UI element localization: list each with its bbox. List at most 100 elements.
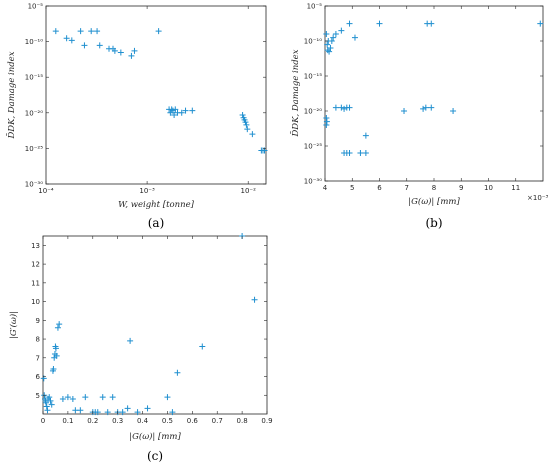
data-point <box>96 42 103 49</box>
data-point <box>326 48 333 55</box>
data-point <box>59 396 66 403</box>
y-tick-label: 10⁻²⁵ <box>25 145 43 153</box>
data-point <box>88 28 95 35</box>
data-points <box>52 28 268 154</box>
y-tick-label: 12 <box>31 261 40 269</box>
y-tick-labels: 10⁻⁵ 10⁻¹⁰ 10⁻¹⁵ 10⁻²⁰ 10⁻²⁵ 10⁻³⁰ <box>304 3 543 186</box>
y-tick-label: 6 <box>36 373 41 381</box>
x-tick-label: 4 <box>323 184 328 192</box>
y-tick-label: 10⁻²⁰ <box>304 108 322 116</box>
x-tick-label: 0.6 <box>187 417 199 425</box>
data-point <box>48 401 55 408</box>
data-point <box>124 405 131 412</box>
data-point <box>47 397 54 404</box>
y-tick-label: 8 <box>36 336 40 344</box>
data-point <box>332 104 339 111</box>
data-point <box>52 28 59 35</box>
data-point <box>189 107 196 114</box>
data-point <box>43 403 50 410</box>
data-point <box>131 47 138 54</box>
x-tick-label: 0.2 <box>87 417 98 425</box>
data-point <box>338 104 345 111</box>
y-tick-label: 9 <box>36 317 40 325</box>
x-tick-label: 0 <box>41 417 45 425</box>
x-tick-label: 9 <box>459 184 463 192</box>
plot-frame <box>42 235 268 415</box>
data-point <box>94 409 101 416</box>
data-point <box>155 28 162 35</box>
y-tick-label: 13 <box>31 242 40 250</box>
y-tick-labels: 10⁻⁵ 10⁻¹⁰ 10⁻¹⁵ 10⁻²⁰ 10⁻²⁵ 10⁻³⁰ <box>25 3 266 189</box>
x-tick-label: 0.7 <box>212 417 223 425</box>
panel-caption: (c) <box>147 449 163 463</box>
data-point <box>199 343 206 350</box>
data-point <box>178 109 185 116</box>
data-point <box>81 42 88 49</box>
x-axis-label: |G(ω)| [mm] <box>408 196 460 207</box>
x-axis-label: |G(ω)| [mm] <box>129 431 181 442</box>
chart-panel-b: 4 5 6 7 8 9 10 11 10⁻⁵ 10⁻¹⁰ 10⁻¹⁵ 10⁻²⁰ 10⁻²⁵ 10⁻³⁰… <box>289 3 548 231</box>
data-point <box>323 31 330 37</box>
data-point <box>169 409 176 416</box>
data-points <box>40 233 258 416</box>
data-point <box>362 132 369 139</box>
data-point <box>401 108 408 114</box>
data-point <box>422 104 429 111</box>
x-axis-multiplier: ×10⁻³ <box>527 194 548 202</box>
data-point <box>164 394 171 401</box>
data-point <box>450 108 457 114</box>
x-tick-label: 10⁻³ <box>139 187 155 195</box>
data-point <box>42 399 49 406</box>
x-tick-label: 5 <box>350 184 354 192</box>
y-tick-label: 5 <box>36 392 40 400</box>
x-axis-label: W, weight [tonne] <box>118 200 195 210</box>
data-points <box>323 20 544 156</box>
data-point <box>324 41 331 48</box>
data-point <box>94 28 101 35</box>
data-point <box>63 35 70 42</box>
chart-panel-c: 0 0.1 0.2 0.3 0.4 0.5 0.6 0.7 0.8 0.9 5 6 7 8 9 10 11 12… <box>8 233 273 463</box>
data-point <box>56 321 63 328</box>
data-point <box>44 407 51 414</box>
data-point <box>50 366 57 373</box>
x-tick-label: 6 <box>377 184 382 192</box>
data-point <box>351 34 358 41</box>
data-point <box>174 369 181 376</box>
y-tick-label: 10⁻¹⁰ <box>304 38 322 46</box>
y-tick-label: 7 <box>36 354 40 362</box>
data-point <box>327 45 334 51</box>
y-tick-label: 10⁻²⁰ <box>25 109 43 117</box>
data-point <box>182 107 189 114</box>
panel-caption: (b) <box>425 216 442 230</box>
data-point <box>244 126 251 133</box>
x-tick-labels: 0 0.1 0.2 0.3 0.4 0.5 0.6 0.7 0.8 0.9 <box>41 236 273 425</box>
data-point <box>420 105 427 112</box>
y-tick-label: 10⁻¹⁵ <box>25 74 43 82</box>
data-point <box>341 105 348 112</box>
y-tick-label: 11 <box>31 279 40 287</box>
data-point <box>111 47 118 54</box>
data-point <box>338 27 345 34</box>
x-tick-label: 11 <box>511 184 520 192</box>
data-point <box>99 394 106 401</box>
data-point <box>134 409 141 416</box>
data-point <box>428 104 435 111</box>
y-tick-label: 10⁻¹⁰ <box>25 38 43 46</box>
data-point <box>330 34 337 41</box>
data-point <box>64 394 71 401</box>
x-tick-label: 7 <box>405 184 409 192</box>
data-point <box>77 407 84 414</box>
x-tick-labels: 10⁻⁴ 10⁻³ 10⁻² <box>38 6 256 195</box>
y-tick-label: 10⁻⁵ <box>28 3 44 11</box>
data-point <box>242 119 249 126</box>
y-tick-label: 10⁻¹⁵ <box>304 73 322 81</box>
x-tick-label: 8 <box>432 184 436 192</box>
data-point <box>323 115 330 121</box>
data-point <box>46 394 53 401</box>
y-tick-label: 10⁻⁵ <box>307 3 323 11</box>
plot-frame <box>324 5 544 182</box>
data-point <box>52 345 59 352</box>
x-tick-label: 0.4 <box>137 417 149 425</box>
data-point <box>346 150 353 156</box>
